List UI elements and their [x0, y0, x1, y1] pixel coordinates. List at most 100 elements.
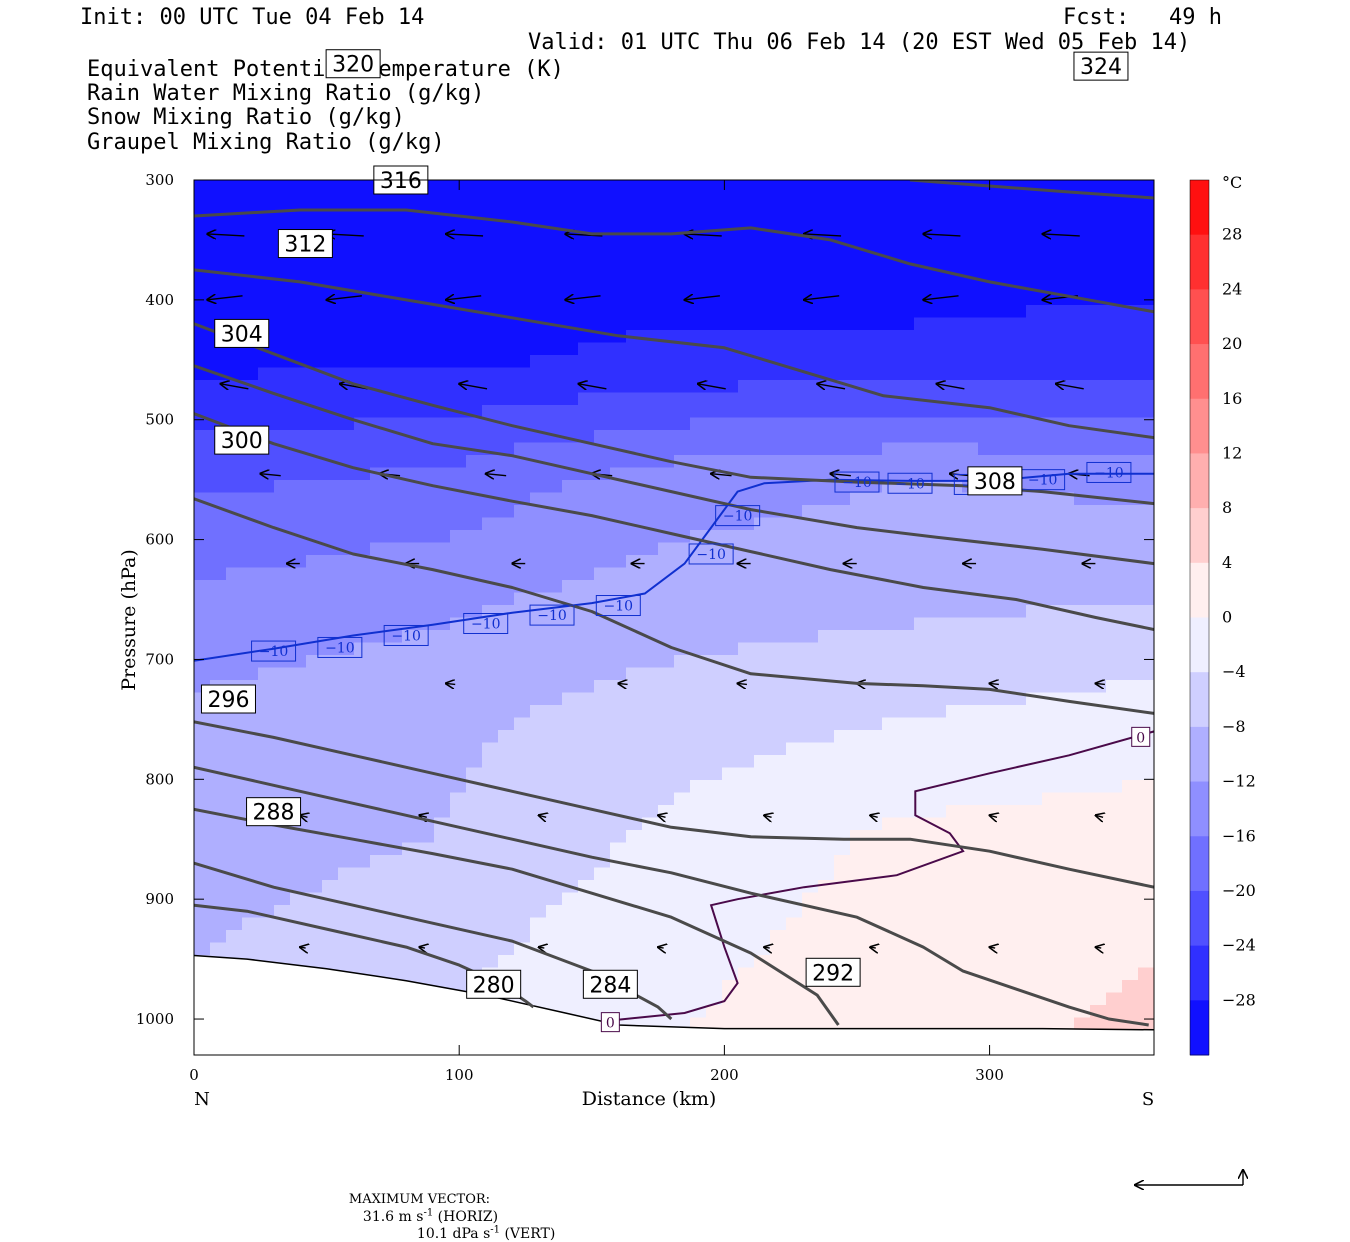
shade-cell: [834, 930, 851, 944]
shade-cell: [1138, 317, 1154, 331]
shade-cell: [578, 555, 595, 569]
shade-cell: [818, 642, 835, 656]
shade-cell: [418, 305, 435, 319]
shade-cell: [306, 905, 323, 919]
shade-cell: [914, 667, 931, 681]
wind-vector: [300, 947, 306, 948]
shade-cell: [274, 380, 291, 394]
shade-cell: [978, 817, 995, 831]
shade-cell: [1026, 680, 1043, 694]
shade-cell: [546, 180, 563, 194]
shade-cell: [450, 655, 467, 669]
shade-cell: [1010, 355, 1027, 369]
shade-cell: [482, 330, 499, 344]
shade-cell: [562, 805, 579, 819]
shade-cell: [258, 917, 275, 931]
shade-cell: [466, 217, 483, 231]
shade-cell: [770, 930, 787, 944]
shade-cell: [258, 492, 275, 506]
shade-cell: [498, 917, 515, 931]
wind-vector: [658, 815, 665, 817]
shade-cell: [290, 630, 307, 644]
shade-cell: [338, 567, 355, 581]
shade-cell: [978, 980, 995, 994]
shade-cell: [1106, 330, 1123, 344]
shade-cell: [738, 180, 755, 194]
shade-cell: [802, 930, 819, 944]
shade-cell: [978, 455, 995, 469]
shade-cell: [898, 780, 915, 794]
shade-cell: [1090, 980, 1107, 994]
shade-cell: [354, 505, 371, 519]
shade-cell: [306, 817, 323, 831]
shade-cell: [1122, 980, 1139, 994]
shade-cell: [722, 205, 739, 219]
shade-cell: [562, 530, 579, 544]
shade-cell: [482, 180, 499, 194]
shade-cell: [1010, 530, 1027, 544]
shade-cell: [642, 392, 659, 406]
shade-cell: [930, 417, 947, 431]
shade-cell: [1074, 330, 1091, 344]
shade-cell: [322, 380, 339, 394]
shade-cell: [578, 280, 595, 294]
shade-cell: [290, 617, 307, 631]
shade-cell: [498, 755, 515, 769]
shade-cell: [1106, 205, 1123, 219]
shade-cell: [706, 842, 723, 856]
shade-cell: [610, 817, 627, 831]
shade-cell: [962, 455, 979, 469]
shade-cell: [578, 267, 595, 281]
shade-cell: [1010, 742, 1027, 756]
shade-cell: [610, 705, 627, 719]
shade-cell: [274, 367, 291, 381]
shade-cell: [850, 992, 867, 1006]
shade-cell: [882, 817, 899, 831]
shade-cell: [1042, 405, 1059, 419]
shade-cell: [658, 517, 675, 531]
shade-cell: [866, 755, 883, 769]
north-end-label: N: [194, 1089, 210, 1110]
shade-cell: [722, 267, 739, 281]
shade-cell: [978, 630, 995, 644]
shade-cell: [802, 1005, 819, 1019]
shade-cell: [786, 205, 803, 219]
shade-cell: [466, 517, 483, 531]
shade-cell: [850, 767, 867, 781]
shade-cell: [1122, 755, 1139, 769]
shade-cell: [578, 405, 595, 419]
shade-cell: [738, 605, 755, 619]
shade-cell: [690, 192, 707, 206]
shade-cell: [466, 192, 483, 206]
shade-cell: [818, 180, 835, 194]
shade-cell: [514, 717, 531, 731]
shade-cell: [898, 205, 915, 219]
shade-cell: [1058, 342, 1075, 356]
shade-cell: [290, 680, 307, 694]
shade-cell: [546, 380, 563, 394]
shade-cell: [978, 930, 995, 944]
shade-cell: [658, 842, 675, 856]
shade-cell: [658, 855, 675, 869]
shade-cell: [434, 517, 451, 531]
shade-cell: [594, 355, 611, 369]
shade-cell: [1106, 180, 1123, 194]
shade-cell: [562, 180, 579, 194]
shade-cell: [354, 855, 371, 869]
shade-cell: [1074, 217, 1091, 231]
shade-cell: [306, 842, 323, 856]
shade-cell: [1138, 980, 1154, 994]
shade-cell: [834, 730, 851, 744]
theta-e-label: 296: [207, 688, 249, 713]
shade-cell: [610, 255, 627, 269]
shade-cell: [770, 817, 787, 831]
shade-cell: [1026, 505, 1043, 519]
shade-cell: [882, 830, 899, 844]
shade-cell: [610, 580, 627, 594]
shade-cell: [1026, 642, 1043, 656]
shade-cell: [978, 955, 995, 969]
shade-cell: [978, 380, 995, 394]
shade-cell: [562, 992, 579, 1006]
shade-cell: [402, 567, 419, 581]
shade-cell: [754, 230, 771, 244]
